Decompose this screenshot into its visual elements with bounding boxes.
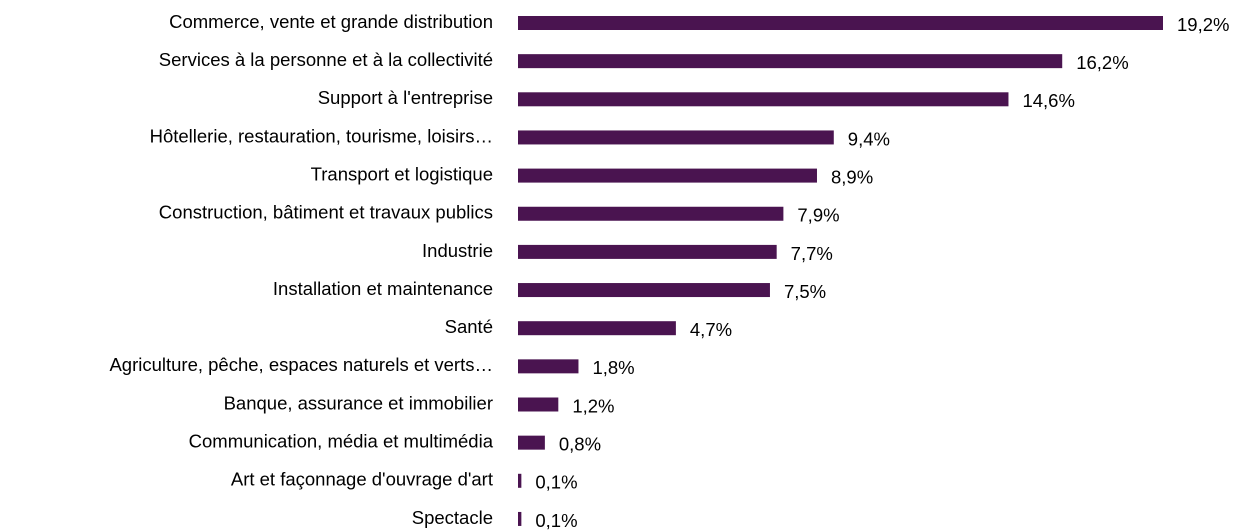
value-label: 0,1%: [535, 510, 577, 531]
category-label: Construction, bâtiment et travaux public…: [159, 202, 493, 223]
value-label: 1,2%: [572, 395, 614, 416]
value-label: 7,9%: [797, 205, 839, 226]
value-label: 4,7%: [690, 319, 732, 340]
value-label: 7,7%: [791, 243, 833, 264]
value-label: 0,1%: [535, 472, 577, 493]
bar: [518, 511, 522, 526]
category-label: Communication, média et multimédia: [189, 431, 494, 452]
bar: [518, 473, 522, 488]
bar: [518, 397, 559, 412]
value-label: 16,2%: [1076, 52, 1128, 73]
value-label: 0,8%: [559, 434, 601, 455]
bar: [518, 244, 777, 259]
category-label: Agriculture, pêche, espaces naturels et …: [109, 354, 493, 375]
bar: [518, 16, 1163, 30]
value-label: 9,4%: [848, 128, 890, 149]
category-label: Industrie: [422, 240, 493, 261]
category-label: Banque, assurance et immobilier: [224, 392, 493, 413]
bar: [518, 54, 1063, 69]
value-label: 14,6%: [1022, 90, 1074, 111]
value-label: 1,8%: [592, 357, 634, 378]
bar: [518, 92, 1009, 107]
bar: [518, 206, 784, 221]
category-label: Services à la personne et à la collectiv…: [159, 49, 493, 70]
bar: [518, 168, 817, 183]
value-label: 8,9%: [831, 166, 873, 187]
category-label: Installation et maintenance: [273, 278, 493, 299]
category-label: Spectacle: [412, 507, 493, 528]
category-label: Commerce, vente et grande distribution: [169, 11, 493, 32]
category-label: Hôtellerie, restauration, tourisme, lois…: [150, 125, 493, 146]
bar: [518, 130, 834, 145]
category-label: Transport et logistique: [311, 163, 493, 184]
value-label: 19,2%: [1177, 14, 1229, 35]
category-label: Art et façonnage d'ouvrage d'art: [231, 469, 493, 490]
bar: [518, 283, 770, 298]
bar: [518, 321, 676, 336]
value-label: 7,5%: [784, 281, 826, 302]
category-label: Santé: [445, 316, 493, 337]
bar: [518, 359, 579, 374]
category-label: Support à l'entreprise: [318, 87, 493, 108]
bar: [518, 435, 545, 450]
